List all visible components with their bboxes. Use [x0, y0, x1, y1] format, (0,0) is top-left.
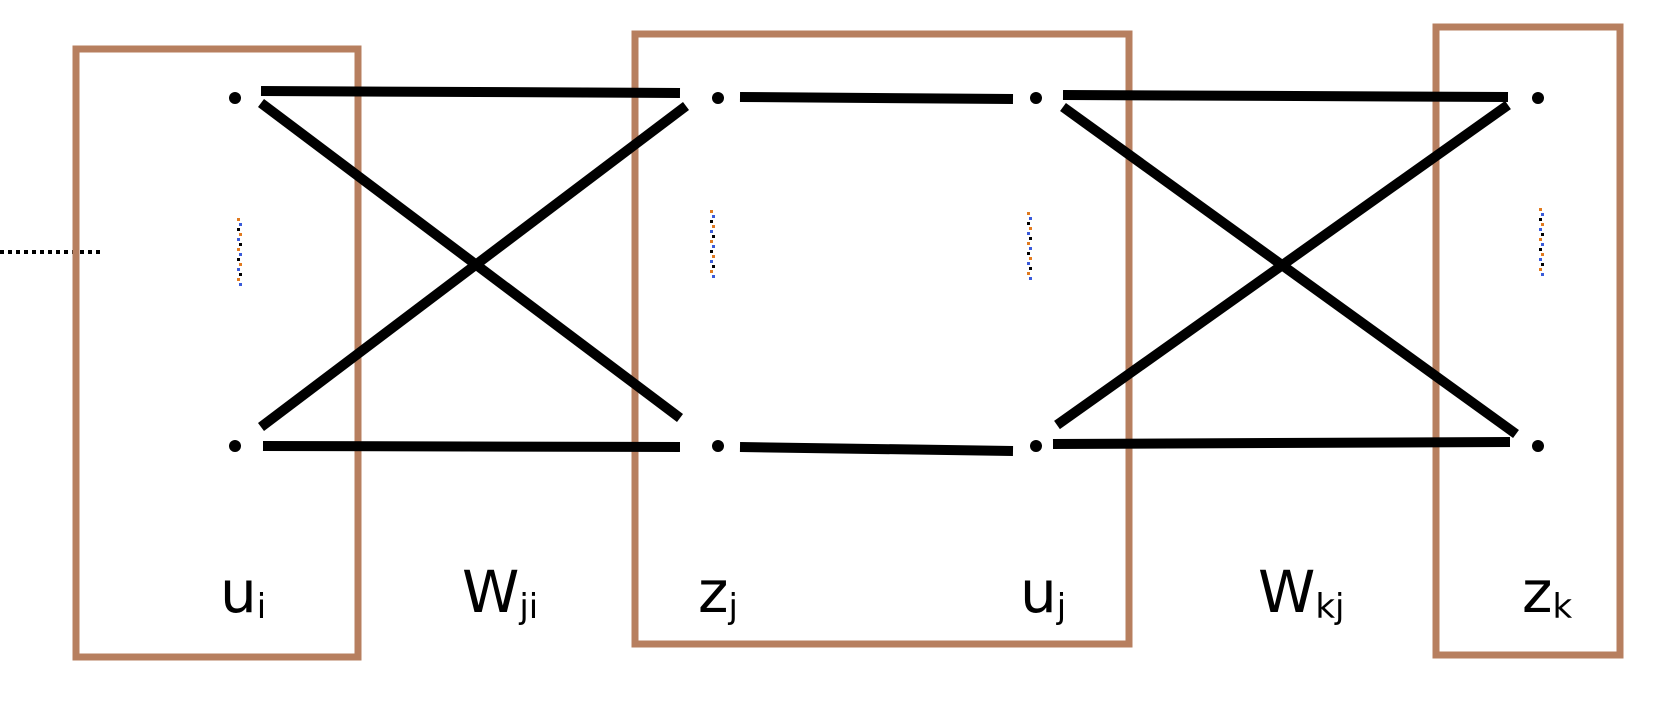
- ellipsis-dot: [1027, 242, 1030, 245]
- node-zk-top: [1532, 92, 1544, 104]
- ellipsis-dot: [1029, 217, 1032, 220]
- ellipsis-dot: [237, 268, 240, 271]
- edge-uj-top-to-zk-bottom: [1060, 102, 1519, 439]
- ellipsis-dot: [237, 228, 240, 231]
- ellipsis-dot: [1539, 268, 1542, 271]
- label-weight-kj: Wkj: [1258, 558, 1345, 627]
- node-zj-top: [712, 92, 724, 104]
- ellipsis-dot: [710, 240, 713, 243]
- ellipsis-zj: [710, 210, 715, 278]
- ellipsis-dot: [710, 210, 713, 213]
- ellipsis-dot: [712, 215, 715, 218]
- edge-zj-top-to-uj-top: [739, 92, 1014, 104]
- ellipsis-dot: [239, 233, 242, 236]
- ellipsis-dot: [1029, 247, 1032, 250]
- ellipsis-dot: [1027, 232, 1030, 235]
- weight-ji-connections: [257, 86, 690, 452]
- ellipsis-dot: [1539, 248, 1542, 251]
- ellipsis-dot: [1539, 208, 1542, 211]
- ellipsis-dot: [710, 220, 713, 223]
- ellipsis-dot: [239, 263, 242, 266]
- ellipsis-dot: [239, 283, 242, 286]
- ellipsis-dot: [1539, 258, 1542, 261]
- ellipsis-dot: [710, 270, 713, 273]
- ellipsis-dot: [1539, 228, 1542, 231]
- ellipsis-dot: [1027, 212, 1030, 215]
- edge-ui-top-to-zj-top: [260, 86, 681, 98]
- edge-ui-bottom-to-zj-bottom: [262, 441, 681, 452]
- nodes: [229, 92, 1544, 452]
- ellipsis-dot: [237, 278, 240, 281]
- ellipsis-dot: [1541, 253, 1544, 256]
- ellipsis-dot: [712, 235, 715, 238]
- label-weight-ji: Wji: [462, 558, 538, 627]
- ellipsis-dot: [710, 230, 713, 233]
- ellipsis-ui: [237, 218, 242, 286]
- ellipsis-dot: [237, 258, 240, 261]
- ellipsis-dot: [1541, 273, 1544, 276]
- hidden-internal-connections: [739, 92, 1014, 456]
- vertical-ellipses: [237, 208, 1544, 286]
- label-hidden-output: zj: [698, 558, 738, 627]
- edge-ui-bottom-to-zj-top: [257, 102, 690, 431]
- ellipsis-dot: [1541, 263, 1544, 266]
- label-input-unit: ui: [220, 558, 266, 627]
- label-hidden-input: uj: [1020, 558, 1066, 627]
- weight-kj-connections: [1052, 90, 1519, 449]
- ellipsis-uj: [1027, 212, 1032, 280]
- ellipsis-dot: [239, 223, 242, 226]
- edge-uj-bottom-to-zk-top: [1054, 100, 1511, 430]
- label-output-unit: zk: [1522, 558, 1572, 627]
- ellipsis-dot: [1027, 262, 1030, 265]
- edge-ui-top-to-zj-bottom: [257, 99, 684, 422]
- ellipsis-zk: [1539, 208, 1544, 276]
- ellipsis-dot: [712, 265, 715, 268]
- ellipsis-dot: [1539, 238, 1542, 241]
- ellipsis-dot: [237, 238, 240, 241]
- hidden-layer-box: [631, 30, 1133, 648]
- ellipsis-dot: [1027, 252, 1030, 255]
- node-uj-bottom: [1030, 440, 1042, 452]
- ellipsis-dot: [1539, 218, 1542, 221]
- ellipsis-dot: [712, 245, 715, 248]
- ellipsis-dot: [712, 275, 715, 278]
- ellipsis-dot: [1027, 222, 1030, 225]
- ellipsis-dot: [1029, 237, 1032, 240]
- ellipsis-dot: [1541, 223, 1544, 226]
- edge-uj-top-to-zk-top: [1062, 90, 1509, 102]
- ellipsis-dot: [237, 218, 240, 221]
- ellipsis-dot: [239, 243, 242, 246]
- node-uj-top: [1030, 92, 1042, 104]
- ellipsis-dot: [239, 253, 242, 256]
- node-zj-bottom: [712, 440, 724, 452]
- edge-zj-bottom-to-uj-bottom: [739, 442, 1014, 456]
- ellipsis-dot: [1029, 257, 1032, 260]
- ellipsis-dot: [1541, 213, 1544, 216]
- ellipsis-dot: [710, 260, 713, 263]
- ellipsis-dot: [1029, 277, 1032, 280]
- ellipsis-dot: [237, 248, 240, 251]
- edge-uj-bottom-to-zk-bottom: [1052, 437, 1511, 449]
- node-zk-bottom: [1532, 440, 1544, 452]
- ellipsis-dot: [710, 250, 713, 253]
- ellipsis-dot: [1027, 272, 1030, 275]
- ellipsis-dot: [712, 225, 715, 228]
- ellipsis-dot: [1541, 233, 1544, 236]
- ellipsis-dot: [1029, 227, 1032, 230]
- node-ui-top: [229, 92, 241, 104]
- ellipsis-dot: [1029, 267, 1032, 270]
- ellipsis-dot: [712, 255, 715, 258]
- ellipsis-dot: [239, 273, 242, 276]
- output-layer-box: [1432, 23, 1624, 659]
- node-ui-bottom: [229, 440, 241, 452]
- ellipsis-dot: [1541, 243, 1544, 246]
